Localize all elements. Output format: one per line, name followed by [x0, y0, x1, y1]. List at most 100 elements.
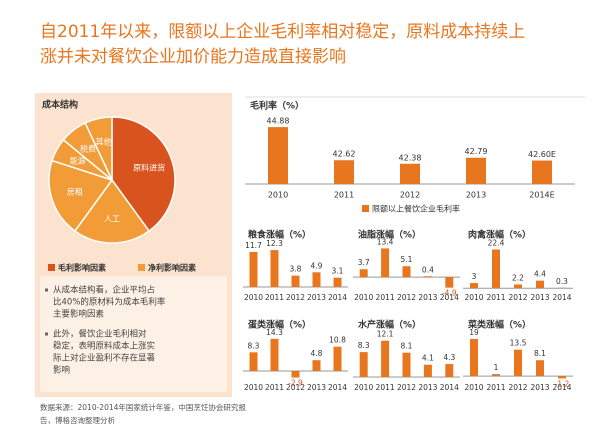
pie-slice — [48, 159, 114, 233]
value-label: 2.2 — [512, 273, 524, 282]
x-tick-label: 2010 — [464, 293, 483, 302]
chart-title: 蛋类涨幅（%） — [248, 319, 311, 331]
chart-title: 粮食涨幅（%） — [248, 229, 311, 241]
notes-box — [40, 276, 227, 392]
x-tick-label: 2010 — [464, 383, 483, 392]
value-label: 8.3 — [358, 341, 370, 350]
note-line: 比40%的原材料为成本毛利率 — [53, 297, 166, 308]
bar — [270, 338, 279, 371]
x-tick-label: 2010 — [354, 383, 373, 392]
value-label: 14.3 — [266, 328, 283, 337]
x-tick-label: 2012 — [400, 191, 420, 200]
x-tick-label: 2010 — [354, 293, 373, 302]
bar — [333, 277, 342, 287]
x-tick-label: 2011 — [376, 293, 395, 302]
legend-swatch — [138, 264, 145, 271]
pie-slice — [111, 116, 176, 233]
x-tick-label: 2012 — [508, 293, 527, 302]
value-label: 5.1 — [401, 255, 413, 264]
bar — [536, 360, 544, 377]
bar — [333, 346, 342, 371]
note-marker — [45, 288, 48, 292]
legend-label: 毛利影响因素 — [58, 263, 106, 273]
bar — [359, 269, 368, 278]
bar — [270, 250, 279, 287]
bar — [445, 364, 454, 377]
bar — [268, 127, 288, 184]
value-label: 8.3 — [248, 341, 260, 350]
chart-title: 菜类涨幅（%） — [467, 319, 531, 331]
pie-label: 税费 — [80, 144, 96, 154]
bar — [400, 163, 420, 184]
bar — [334, 160, 354, 184]
x-tick-label: 2010 — [268, 191, 288, 200]
x-tick-label: 2012 — [508, 383, 527, 392]
x-tick-label: 2014E — [529, 191, 554, 200]
note-line: 从成本结构看，企业平均占 — [53, 285, 155, 296]
value-label: 3.8 — [290, 265, 302, 274]
bar — [312, 272, 321, 287]
x-tick-label: 2010 — [244, 383, 263, 392]
value-label: -2.9 — [288, 379, 303, 388]
value-label: 42.79 — [465, 147, 488, 156]
bar — [291, 371, 300, 378]
value-label: 13.4 — [377, 237, 394, 246]
value-label: 4.4 — [534, 270, 546, 279]
pie-label: 房租 — [67, 187, 83, 197]
value-label: 13.5 — [510, 339, 527, 348]
value-label: 0.4 — [422, 265, 434, 274]
x-tick-label: 2011 — [265, 383, 284, 392]
bar — [312, 360, 321, 371]
value-label: 19 — [469, 328, 479, 337]
note-line: 影响 — [53, 365, 70, 376]
bar — [558, 376, 566, 379]
value-label: -4.9 — [442, 289, 457, 298]
x-tick-label: 2013 — [418, 293, 437, 302]
pie-label: 原料进货 — [133, 162, 165, 172]
legend-label: 限额以上餐饮企业毛利率 — [372, 204, 460, 214]
pie-label: 人工 — [104, 215, 120, 224]
pie-slice — [84, 116, 113, 181]
x-tick-label: 2014 — [552, 383, 571, 392]
x-tick-label: 2011 — [486, 293, 505, 302]
chart-title: 水产涨幅（%） — [358, 319, 421, 331]
bar — [359, 352, 368, 377]
x-tick-label: 2013 — [530, 293, 549, 302]
value-label: 4.9 — [311, 261, 323, 270]
x-tick-label: 2010 — [244, 293, 263, 302]
value-label: 42.62 — [333, 150, 356, 159]
note-marker — [45, 332, 48, 336]
bar — [470, 283, 478, 289]
value-label: 3.1 — [332, 267, 344, 276]
bar — [558, 287, 566, 289]
value-label: 42.38 — [399, 153, 422, 162]
bar — [402, 266, 411, 278]
value-label: 4.3 — [443, 353, 455, 362]
bar — [445, 277, 454, 288]
x-tick-label: 2013 — [418, 383, 437, 392]
value-label: 3.7 — [358, 258, 370, 267]
note-line: 稳定，表明原料成本上涨实 — [53, 341, 155, 352]
value-label: 12.1 — [377, 330, 394, 339]
title-line: 自2011年以来，限额以上企业毛利率相对稳定，原料成本持续上 — [40, 22, 525, 42]
legend-swatch — [362, 205, 369, 212]
x-tick-label: 2013 — [307, 383, 326, 392]
chart-title: 油脂涨幅（%） — [358, 229, 421, 241]
x-tick-label: 2013 — [307, 293, 326, 302]
bar — [249, 352, 258, 371]
title-line: 涨并未对餐饮企业加价能力造成直接影响 — [40, 47, 346, 67]
x-tick-label: 2011 — [265, 293, 284, 302]
x-tick-label: 2014 — [440, 293, 459, 302]
value-label: 8.1 — [401, 342, 413, 351]
chart-title: 肉禽涨幅（%） — [468, 229, 531, 241]
chart-title: 毛利率（%） — [250, 100, 304, 112]
x-tick-label: 2014 — [328, 383, 347, 392]
bar — [291, 275, 300, 287]
x-tick-label: 2014 — [552, 293, 571, 302]
note-line: 际上对企业盈利不存在显著 — [53, 353, 156, 364]
value-label: 3 — [472, 272, 477, 281]
pie-label: 能源 — [70, 156, 86, 166]
bar — [492, 249, 500, 289]
x-tick-label: 2012 — [286, 383, 305, 392]
